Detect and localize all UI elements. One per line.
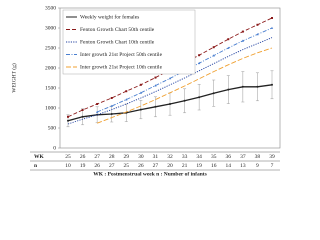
point xyxy=(212,54,215,57)
point xyxy=(139,108,142,111)
point xyxy=(110,113,113,115)
x-tick-label: 31 xyxy=(153,154,159,160)
y-tick-label: 500 xyxy=(48,125,57,131)
x-tick-label: 39 xyxy=(269,154,275,160)
y-tick-label: 2000 xyxy=(45,65,56,71)
point xyxy=(241,30,244,33)
count-label: 19 xyxy=(196,163,202,169)
point xyxy=(241,85,244,88)
count-label: 10 xyxy=(65,163,71,169)
series-line xyxy=(96,47,273,124)
point xyxy=(270,26,274,29)
count-label: 19 xyxy=(80,163,86,169)
x-tick-label: 26 xyxy=(80,154,86,160)
legend-label: Inter growth 21st Project 50th centile xyxy=(80,52,163,58)
point xyxy=(139,91,143,94)
legend-label: Weekly weight for females xyxy=(80,13,139,20)
point xyxy=(227,88,230,91)
chart: WEIGHT (g) WK : Postmenstrual week n : N… xyxy=(10,5,281,177)
point xyxy=(81,109,84,111)
point xyxy=(212,46,215,49)
x-tick-label: 35 xyxy=(211,154,217,160)
count-label: 7 xyxy=(271,163,274,169)
point xyxy=(125,98,128,101)
x-tick-label: 25 xyxy=(65,154,71,160)
point xyxy=(256,33,259,36)
x-tick-label: 34 xyxy=(196,154,202,160)
point xyxy=(125,90,128,93)
x-tick-label: 36 xyxy=(226,154,232,160)
point xyxy=(241,39,245,42)
point xyxy=(212,92,215,95)
x-axis-label: WK : Postmenstrual week n : Number of in… xyxy=(93,171,207,177)
plot-frame xyxy=(59,7,281,149)
point xyxy=(256,85,259,88)
count-label: 27 xyxy=(109,163,115,169)
x-tick-label: 38 xyxy=(255,154,261,160)
x-tick-label: 33 xyxy=(182,154,188,160)
count-label: 25 xyxy=(124,163,130,169)
point xyxy=(271,17,273,19)
count-label: 20 xyxy=(167,163,173,169)
count-label: 26 xyxy=(94,163,100,169)
x-tick-label: 27 xyxy=(94,154,100,160)
point xyxy=(256,23,259,26)
count-label: 9 xyxy=(256,163,259,169)
count-label: 13 xyxy=(240,163,246,169)
point xyxy=(154,76,157,79)
point xyxy=(183,99,186,102)
point xyxy=(154,105,157,108)
x-tick-label: 32 xyxy=(167,154,173,160)
legend-box xyxy=(62,9,196,75)
y-tick-label: 2500 xyxy=(45,45,56,51)
y-tick-label: 1500 xyxy=(45,85,56,91)
point xyxy=(198,54,201,57)
point xyxy=(96,103,99,105)
x-tick-label: 28 xyxy=(109,154,115,160)
series-line xyxy=(67,17,273,118)
y-axis-label: WEIGHT (g) xyxy=(10,63,17,93)
count-label: 21 xyxy=(182,163,188,169)
y-tick-label: 1000 xyxy=(45,105,56,111)
table-row-label: n xyxy=(34,163,37,169)
point xyxy=(95,110,99,113)
table-row-label: WK xyxy=(34,154,45,160)
legend-label: Fenton Growth Chart 10th centile xyxy=(80,39,155,45)
count-label: 26 xyxy=(138,163,144,169)
point xyxy=(67,119,69,122)
y-tick-label: 3500 xyxy=(45,5,56,11)
point xyxy=(227,46,230,49)
point xyxy=(67,115,69,118)
x-tick-label: 37 xyxy=(240,154,246,160)
point xyxy=(81,115,84,118)
point xyxy=(110,104,113,107)
point xyxy=(154,84,157,87)
x-tick-label: 30 xyxy=(138,154,144,160)
point xyxy=(168,77,172,80)
count-label: 27 xyxy=(153,163,159,169)
x-tick-label: 29 xyxy=(124,154,130,160)
legend-label: Inter growth 21st Project 10th centile xyxy=(80,64,163,70)
point xyxy=(227,38,230,41)
legend-label: Fenton Growth Chart 50th centile xyxy=(80,27,155,33)
count-label: 16 xyxy=(211,163,217,169)
point xyxy=(197,61,201,65)
point xyxy=(169,103,171,105)
point xyxy=(271,83,273,86)
point xyxy=(139,83,142,86)
point xyxy=(110,97,113,99)
series-line xyxy=(67,37,273,125)
y-tick-label: 0 xyxy=(53,145,56,151)
y-tick-label: 3000 xyxy=(45,25,56,31)
count-label: 14 xyxy=(226,163,232,169)
point xyxy=(198,96,201,99)
